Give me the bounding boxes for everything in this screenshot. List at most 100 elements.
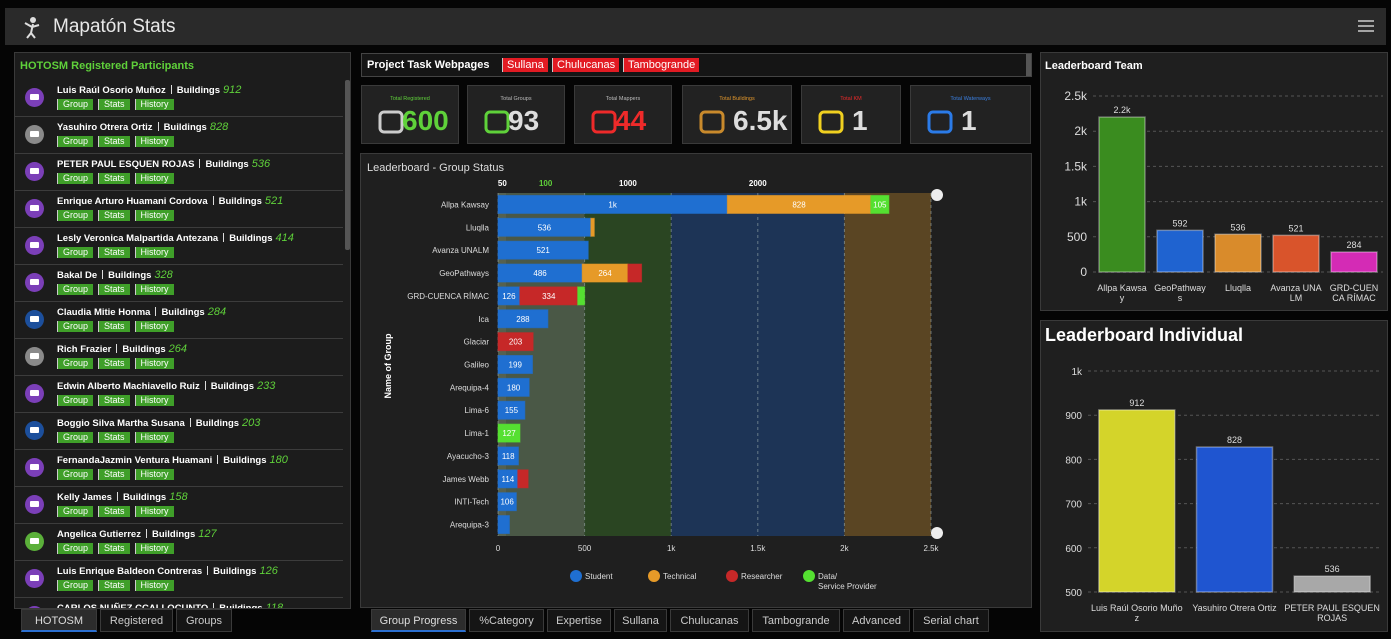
y-tick-label: Galileo: [464, 361, 489, 370]
row-button[interactable]: Stats: [98, 432, 130, 443]
nav-tab[interactable]: Advanced: [843, 609, 910, 632]
row-button[interactable]: Group: [57, 99, 94, 110]
row-button[interactable]: Group: [57, 284, 94, 295]
row-button[interactable]: Stats: [98, 469, 130, 480]
row-button[interactable]: Group: [57, 321, 94, 332]
row-button[interactable]: Group: [57, 136, 94, 147]
row-button[interactable]: History: [134, 432, 174, 443]
scroll-handle[interactable]: [931, 527, 943, 539]
row-button[interactable]: History: [134, 136, 174, 147]
data-label: 828: [1227, 435, 1242, 445]
row-button[interactable]: Stats: [98, 136, 130, 147]
row-button[interactable]: Stats: [98, 395, 130, 406]
participant-line: CARLOS NUÑEZ CCALLOCUNTO Buildings 118: [57, 602, 283, 608]
band-label: 50: [498, 179, 507, 188]
buildings-count: 127: [198, 528, 217, 540]
row-button[interactable]: Stats: [98, 284, 130, 295]
row-button[interactable]: Group: [57, 173, 94, 184]
row-button[interactable]: History: [134, 284, 174, 295]
participant-row: Edwin Alberto Machiavello Ruiz Buildings 2…: [15, 376, 343, 413]
row-button[interactable]: Stats: [98, 580, 130, 591]
kpi-label: Total Buildings: [719, 96, 755, 102]
row-button[interactable]: History: [134, 506, 174, 517]
row-button[interactable]: History: [134, 580, 174, 591]
nav-tab[interactable]: HOTOSM: [21, 609, 97, 632]
row-button[interactable]: History: [134, 543, 174, 554]
kpi-card: Total Waterways 1: [910, 85, 1031, 144]
bar-segment: [627, 263, 643, 283]
buildings-label: Buildings: [213, 566, 257, 577]
individual-chart: Leaderboard Individual 500 600 700 800 900 1k…: [1045, 325, 1381, 599]
nav-tab[interactable]: %Category: [469, 609, 544, 632]
row-buttons: Group Stats History: [57, 580, 179, 591]
nav-tab[interactable]: Registered: [100, 609, 173, 632]
buildings-count: 126: [259, 565, 278, 577]
legend-line: Service Provider: [818, 582, 877, 591]
row-button[interactable]: Group: [57, 395, 94, 406]
row-button[interactable]: Group: [57, 432, 94, 443]
scrollbar[interactable]: [345, 80, 350, 250]
row-button[interactable]: History: [134, 173, 174, 184]
bar-segment: [590, 217, 595, 237]
menu-icon[interactable]: [1357, 19, 1375, 33]
kpi-icon: [484, 110, 510, 134]
row-button[interactable]: History: [134, 99, 174, 110]
buildings-label: Buildings: [218, 196, 262, 207]
project-link[interactable]: Chulucanas: [552, 58, 620, 72]
participant-name: Luis Raúl Osorio Muñoz: [57, 85, 166, 96]
row-button[interactable]: Stats: [98, 358, 130, 369]
nav-tab[interactable]: Tambogrande: [752, 609, 840, 632]
participant-line: Enrique Arturo Huamani Cordova Buildings 5…: [57, 195, 283, 207]
data-label: 155: [505, 406, 519, 415]
data-label: 106: [500, 498, 514, 507]
row-button[interactable]: Group: [57, 543, 94, 554]
row-button[interactable]: History: [134, 358, 174, 369]
kpi-icon: [927, 110, 953, 134]
row-button[interactable]: Group: [57, 469, 94, 480]
row-button[interactable]: Group: [57, 506, 94, 517]
project-link[interactable]: Tambogrande: [623, 58, 700, 72]
row-button[interactable]: Group: [57, 358, 94, 369]
bar-segment: [497, 515, 510, 535]
nav-tab[interactable]: Group Progress: [371, 609, 466, 632]
data-label: 203: [509, 338, 523, 347]
row-button[interactable]: Group: [57, 210, 94, 221]
kpi-value: 6.5k: [733, 105, 788, 136]
row-button[interactable]: History: [134, 395, 174, 406]
participant-row: Lesly Veronica Malpartida Antezana Buildi…: [15, 228, 343, 265]
participant-name: PETER PAUL ESQUEN ROJAS: [57, 159, 195, 170]
participants-panel: HOTOSM Registered Participants Luis Raúl…: [14, 52, 351, 609]
row-button[interactable]: History: [134, 247, 174, 258]
bar: [1098, 409, 1176, 593]
participant-icon: [25, 532, 44, 551]
row-button[interactable]: Stats: [98, 99, 130, 110]
row-button[interactable]: History: [134, 469, 174, 480]
data-label: 127: [502, 429, 516, 438]
project-link[interactable]: Sullana: [502, 58, 548, 72]
legend-label: Technical: [663, 572, 697, 581]
row-button[interactable]: Stats: [98, 543, 130, 554]
y-tick-label: Allpa Kawsay: [441, 200, 489, 209]
row-button[interactable]: Stats: [98, 210, 130, 221]
scroll-handle[interactable]: [931, 189, 943, 201]
nav-tab[interactable]: Serial chart: [913, 609, 989, 632]
nav-tab[interactable]: Expertise: [547, 609, 611, 632]
participant-line: Angelica Gutierrez Buildings 127: [57, 528, 217, 540]
row-buttons: Group Stats History: [57, 321, 179, 332]
row-button[interactable]: History: [134, 210, 174, 221]
separator: [145, 529, 147, 538]
row-button[interactable]: Group: [57, 580, 94, 591]
participant-row: Claudia Mitie Honma Buildings 284 Group Stat…: [15, 302, 343, 339]
row-button[interactable]: Stats: [98, 321, 130, 332]
row-button[interactable]: Stats: [98, 173, 130, 184]
row-button[interactable]: Group: [57, 247, 94, 258]
participant-line: Rich Frazier Buildings 264: [57, 343, 187, 355]
row-button[interactable]: Stats: [98, 247, 130, 258]
nav-tab[interactable]: Sullana: [614, 609, 667, 632]
nav-tab[interactable]: Groups: [176, 609, 232, 632]
row-button[interactable]: Stats: [98, 506, 130, 517]
nav-tab[interactable]: Chulucanas: [670, 609, 749, 632]
bar-segment: [497, 332, 534, 352]
row-button[interactable]: History: [134, 321, 174, 332]
kpi-value: 93: [508, 105, 540, 136]
